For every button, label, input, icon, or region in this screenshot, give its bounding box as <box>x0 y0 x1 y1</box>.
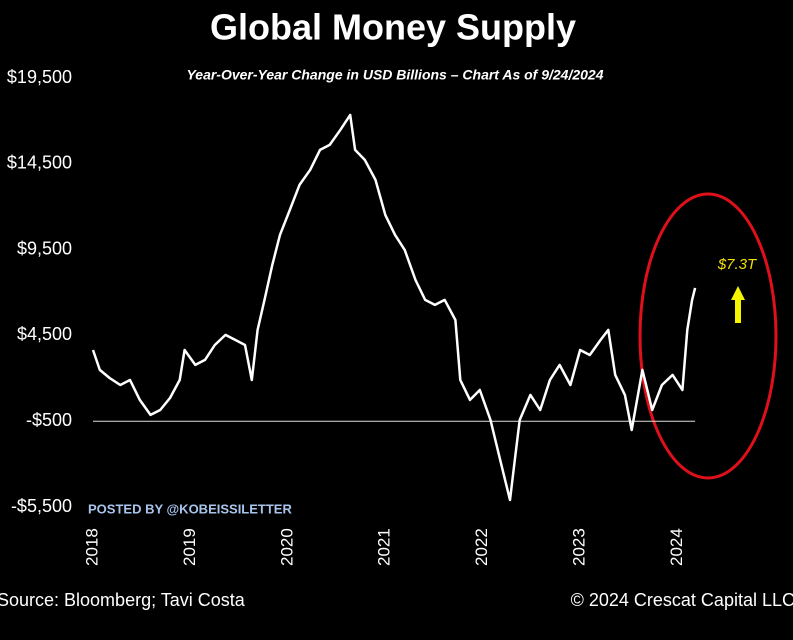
x-tick-label: 2018 <box>82 528 101 566</box>
x-tick-label: 2021 <box>375 528 394 566</box>
line-series <box>91 113 697 502</box>
highlight-ellipse <box>638 192 778 480</box>
chart-subtitle: Year-Over-Year Change in USD Billions – … <box>186 67 603 83</box>
y-tick-label: $9,500 <box>17 238 72 258</box>
y-tick-label: $19,500 <box>7 67 72 87</box>
y-tick-label: $4,500 <box>17 324 72 344</box>
y-tick-label: $14,500 <box>7 153 72 173</box>
copyright: © 2024 Crescat Capital LLC <box>571 590 793 610</box>
source: Source: Bloomberg; Tavi Costa <box>0 590 246 610</box>
x-tick-label: 2020 <box>277 528 296 566</box>
x-tick-label: 2022 <box>472 528 491 566</box>
arrow <box>731 286 745 323</box>
chart-title: Global Money Supply <box>210 7 576 48</box>
x-tick-label: 2024 <box>667 528 686 566</box>
watermark: POSTED BY @KOBEISSILETTER <box>88 501 292 516</box>
x-tick-label: 2023 <box>570 528 589 566</box>
annotation: $7.3T <box>717 256 758 273</box>
x-tick-label: 2019 <box>180 528 199 566</box>
y-tick-label: -$5,500 <box>11 496 72 516</box>
y-tick-label: -$500 <box>26 410 72 430</box>
